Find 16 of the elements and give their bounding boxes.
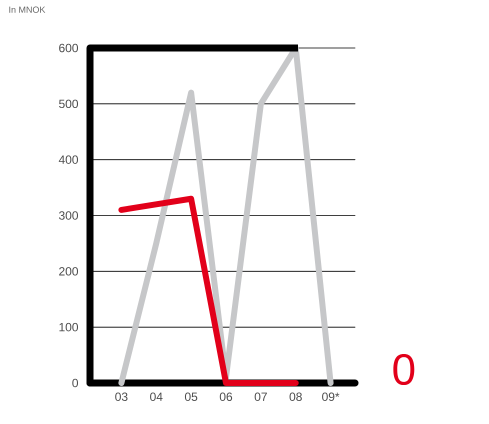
y-tick-label: 0: [72, 378, 78, 388]
x-tick-label: 04: [150, 392, 163, 401]
x-tick-label: 07: [254, 392, 267, 401]
text: 0: [393, 354, 414, 386]
x-tick-label: 09*: [322, 392, 340, 401]
x-tick-label: 03: [115, 392, 128, 401]
y-tick-label: 600: [59, 44, 78, 52]
y-tick-label: 400: [58, 155, 78, 164]
chart-subtitle: In MNOK: [9, 6, 46, 13]
y-tick-label: 500: [59, 100, 78, 108]
x-tick-label: 05: [184, 392, 198, 401]
y-tick-label: 200: [59, 267, 78, 276]
x-tick-label: 08: [290, 392, 302, 401]
y-tick-label: 300: [58, 211, 78, 220]
x-tick-label: 06: [220, 392, 232, 401]
y-tick-label: 100: [59, 322, 78, 332]
